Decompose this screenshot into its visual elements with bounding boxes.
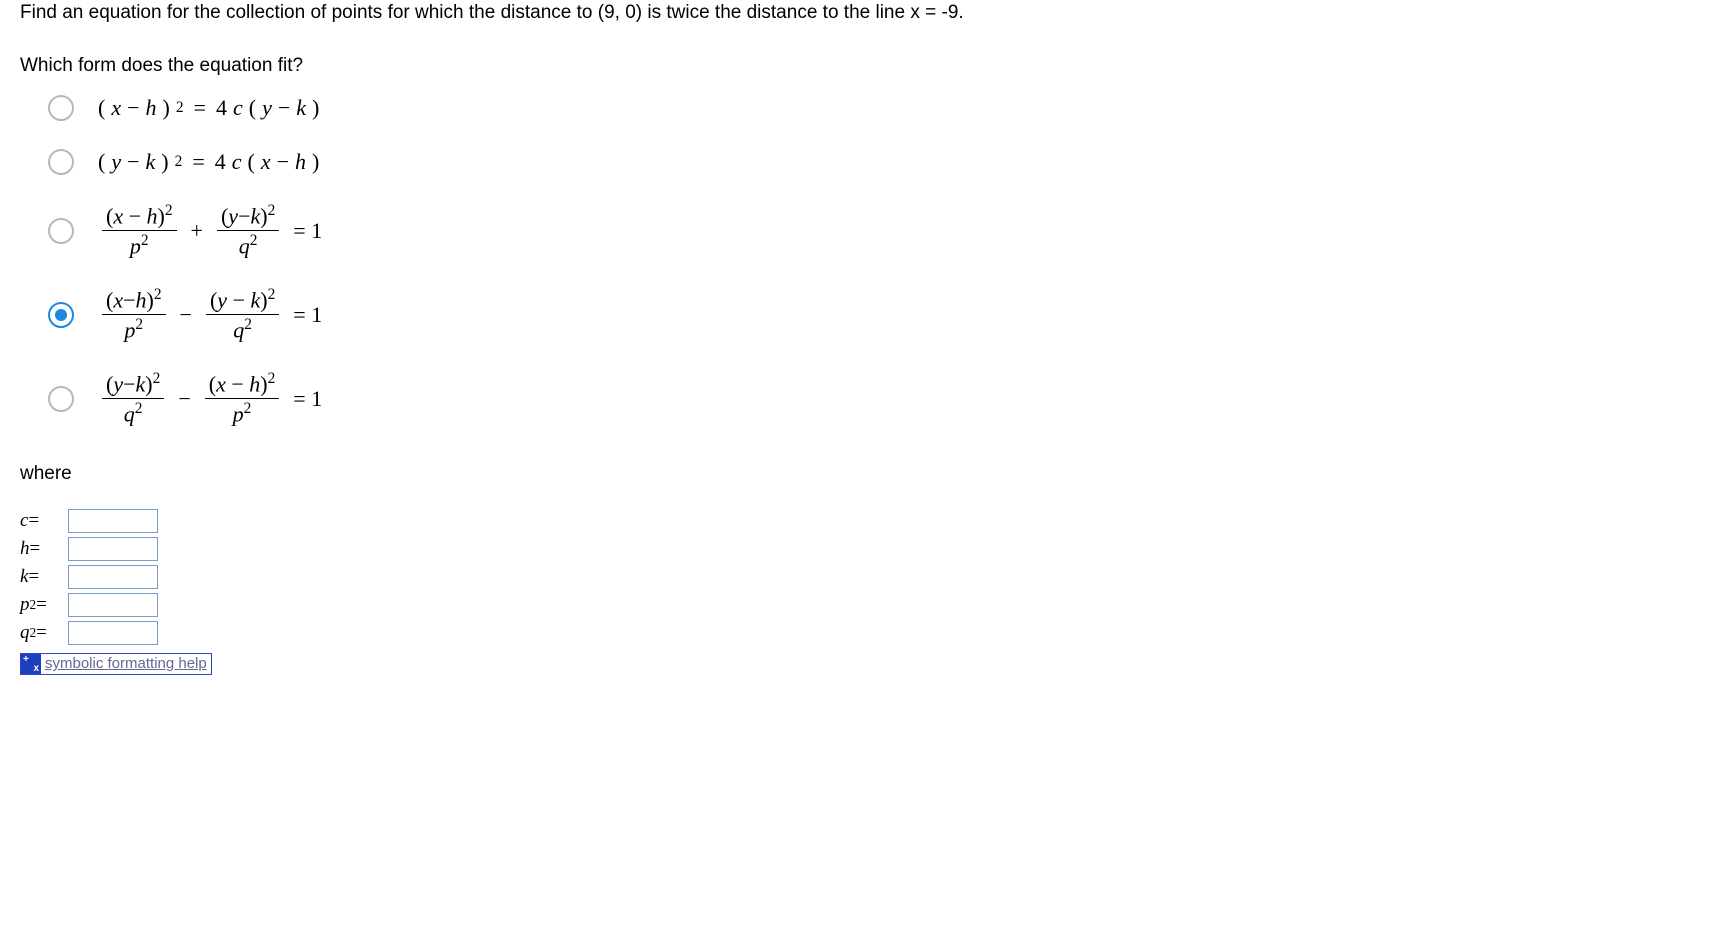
question-text: Find an equation for the collection of p… bbox=[20, 0, 1694, 27]
label-q2: q2 = bbox=[20, 622, 68, 644]
radio-option-1[interactable] bbox=[48, 95, 74, 121]
form-option-4: (x−h)2 p2 − (y − k)2 q2 = 1 bbox=[48, 287, 1694, 343]
form-option-4-expr: (x−h)2 p2 − (y − k)2 q2 = 1 bbox=[98, 287, 326, 343]
form-option-2: (y − k)2 = 4c(x − h) bbox=[48, 149, 1694, 175]
input-c[interactable] bbox=[68, 509, 158, 533]
radio-option-5[interactable] bbox=[48, 386, 74, 412]
label-h: h = bbox=[20, 538, 68, 560]
form-option-2-expr: (y − k)2 = 4c(x − h) bbox=[98, 149, 319, 175]
form-option-1-expr: (x − h)2 = 4c(y − k) bbox=[98, 95, 319, 121]
question-page: Find an equation for the collection of p… bbox=[0, 0, 1714, 700]
radio-option-2[interactable] bbox=[48, 149, 74, 175]
form-option-3-expr: (x − h)2 p2 + (y−k)2 q2 = 1 bbox=[98, 203, 326, 259]
input-q2[interactable] bbox=[68, 621, 158, 645]
label-k: k = bbox=[20, 566, 68, 588]
label-c: c = bbox=[20, 510, 68, 532]
where-label: where bbox=[20, 463, 1694, 485]
form-options: (x − h)2 = 4c(y − k) (y − k)2 = 4c(x − h… bbox=[48, 95, 1694, 427]
input-k[interactable] bbox=[68, 565, 158, 589]
radio-option-4[interactable] bbox=[48, 302, 74, 328]
symbolic-help-link[interactable]: +x symbolic formatting help bbox=[20, 653, 212, 675]
input-h[interactable] bbox=[68, 537, 158, 561]
form-option-1: (x − h)2 = 4c(y − k) bbox=[48, 95, 1694, 121]
sub-prompt: Which form does the equation fit? bbox=[20, 55, 1694, 77]
parameter-inputs: c = h = k = p2 = q2 = +x symbolic format… bbox=[20, 509, 1694, 680]
symbolic-help-text: symbolic formatting help bbox=[41, 655, 211, 672]
form-option-3: (x − h)2 p2 + (y−k)2 q2 = 1 bbox=[48, 203, 1694, 259]
radio-option-3[interactable] bbox=[48, 218, 74, 244]
form-option-5: (y−k)2 q2 − (x − h)2 p2 = 1 bbox=[48, 371, 1694, 427]
label-p2: p2 = bbox=[20, 594, 68, 616]
input-p2[interactable] bbox=[68, 593, 158, 617]
form-option-5-expr: (y−k)2 q2 − (x − h)2 p2 = 1 bbox=[98, 371, 326, 427]
formula-icon: +x bbox=[21, 654, 41, 674]
